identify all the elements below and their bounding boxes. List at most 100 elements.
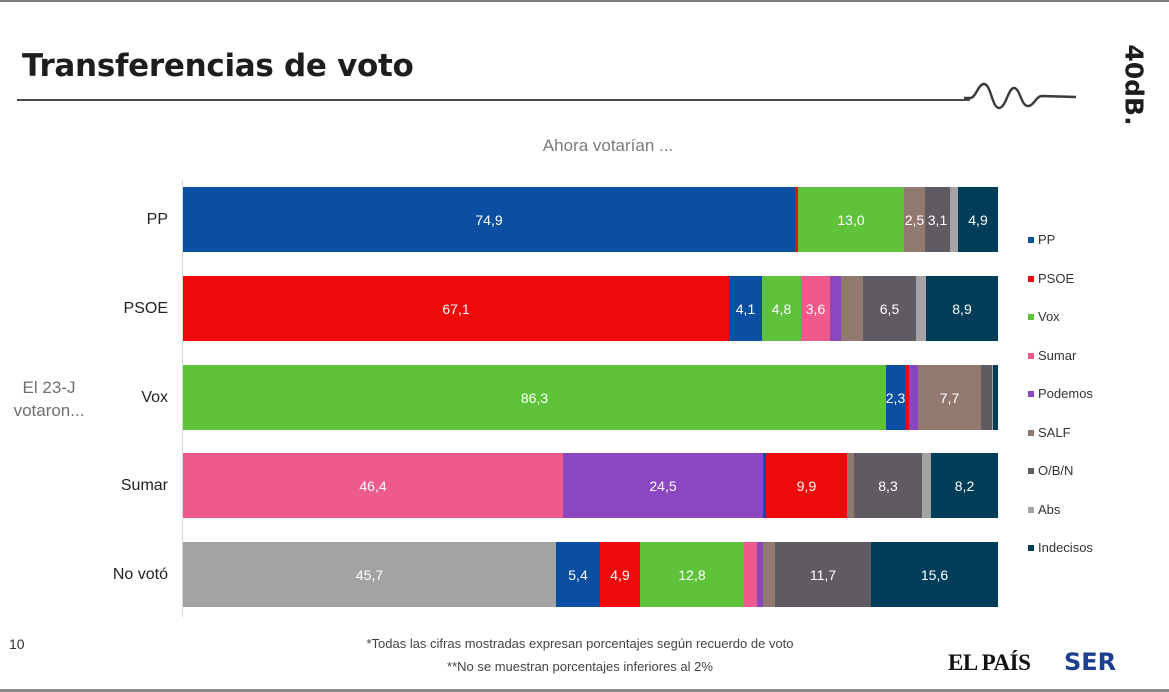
bar-segment-psoe-abs xyxy=(916,276,926,341)
category-label-no-vot: No votó xyxy=(112,566,168,583)
bar-segment-pp-salf: 2,5 xyxy=(904,187,925,252)
data-label: 74,9 xyxy=(475,211,503,228)
data-label: 3,6 xyxy=(805,300,826,317)
data-label: 7,7 xyxy=(939,389,960,406)
legend-swatch xyxy=(1028,352,1034,359)
legend-label: PSOE xyxy=(1038,271,1075,286)
legend-item-o-b-n: O/B/N xyxy=(1028,463,1073,478)
data-label: 4,1 xyxy=(735,300,756,317)
legend-item-psoe: PSOE xyxy=(1028,271,1074,286)
legend-label: Abs xyxy=(1038,502,1061,517)
title-divider xyxy=(17,99,970,101)
category-label-sumar: Sumar xyxy=(120,477,168,494)
category-label-pp: PP xyxy=(146,211,168,228)
legend-label: Sumar xyxy=(1038,348,1077,363)
bar-segment-no-vot-vox: 12,8 xyxy=(640,542,744,607)
legend-label: Vox xyxy=(1038,309,1060,324)
bar-segment-pp-o-b-n: 3,1 xyxy=(925,187,950,252)
bar-segment-vox-vox: 86,3 xyxy=(183,365,886,430)
y-axis-title: El 23-J votaron... xyxy=(4,376,94,422)
bar-segment-sumar-indecisos: 8,2 xyxy=(931,453,998,518)
legend-label: SALF xyxy=(1038,425,1071,440)
bar-segment-no-vot-podemos xyxy=(757,542,763,607)
bar-segment-no-vot-indecisos: 15,6 xyxy=(871,542,998,607)
legend-swatch xyxy=(1028,390,1034,397)
legend-swatch xyxy=(1028,313,1034,320)
bar-segment-psoe-vox: 4,8 xyxy=(762,276,801,341)
category-label-vox: Vox xyxy=(141,389,168,406)
bar-segment-psoe-podemos xyxy=(830,276,841,341)
data-label: 4,9 xyxy=(968,211,988,228)
bar-segment-no-vot-o-b-n: 11,7 xyxy=(775,542,871,607)
bar-segment-sumar-abs xyxy=(922,453,931,518)
category-axis-line xyxy=(182,180,183,617)
bar-segment-vox-salf: 7,7 xyxy=(918,365,981,430)
data-label: 9,9 xyxy=(796,477,817,494)
bar-row-psoe: 67,1 4,1 4,8 3,6 6,5 8,9 xyxy=(183,276,998,341)
data-label: 8,9 xyxy=(952,300,972,317)
data-label: 13,0 xyxy=(837,211,865,228)
legend-label: PP xyxy=(1038,232,1056,247)
bar-segment-sumar-podemos: 24,5 xyxy=(563,453,763,518)
bar-segment-pp-indecisos: 4,9 xyxy=(958,187,998,252)
legend-swatch xyxy=(1028,236,1034,243)
bar-segment-psoe-salf xyxy=(841,276,863,341)
ser-logo: SER xyxy=(1064,648,1117,676)
legend-item-abs: Abs xyxy=(1028,502,1060,517)
bar-segment-vox-psoe xyxy=(905,365,909,430)
legend-label: O/B/N xyxy=(1038,463,1074,478)
data-label: 12,8 xyxy=(678,566,706,583)
chart-subtitle: Ahora votarían ... xyxy=(542,136,674,155)
bottom-border xyxy=(0,689,1169,692)
data-label: 11,7 xyxy=(809,566,837,583)
bar-segment-vox-podemos xyxy=(909,365,918,430)
bar-segment-psoe-psoe: 67,1 xyxy=(183,276,729,341)
data-label: 4,9 xyxy=(610,566,630,583)
bar-segment-vox-o-b-n xyxy=(981,365,992,430)
data-label: 86,3 xyxy=(520,389,549,406)
data-label: 45,7 xyxy=(355,566,384,583)
data-label: 6,5 xyxy=(879,300,900,317)
data-label: 2,5 xyxy=(904,211,925,228)
footnote-1: *Todas las cifras mostradas expresan por… xyxy=(366,636,794,651)
bar-segment-pp-abs xyxy=(950,187,958,252)
category-label-psoe: PSOE xyxy=(123,300,168,317)
legend-item-salf: SALF xyxy=(1028,425,1071,440)
bar-segment-psoe-o-b-n: 6,5 xyxy=(863,276,916,341)
legend-swatch xyxy=(1028,506,1034,513)
legend-label: Indecisos xyxy=(1038,540,1093,555)
bar-segment-pp-psoe xyxy=(795,187,798,252)
bar-segment-pp-vox: 13,0 xyxy=(798,187,904,252)
legend-swatch xyxy=(1028,467,1034,474)
y-axis-title-line1: El 23-J xyxy=(22,378,76,397)
bar-segment-sumar-sumar: 46,4 xyxy=(183,453,563,518)
data-label: 8,2 xyxy=(954,477,975,494)
data-label: 8,3 xyxy=(878,477,898,494)
bar-segment-no-vot-pp: 5,4 xyxy=(556,542,600,607)
legend-swatch xyxy=(1028,544,1034,551)
top-border xyxy=(0,0,1169,2)
bar-segment-psoe-indecisos: 8,9 xyxy=(926,276,998,341)
y-axis-title-line2: votaron... xyxy=(13,401,85,420)
bar-segment-pp-pp: 74,9 xyxy=(183,187,795,252)
bar-segment-sumar-pp xyxy=(763,453,766,518)
bar-segment-sumar-salf xyxy=(847,453,854,518)
bar-segment-psoe-pp: 4,1 xyxy=(729,276,762,341)
data-label: 24,5 xyxy=(649,477,677,494)
page-title: Transferencias de voto xyxy=(22,48,414,84)
data-label: 67,1 xyxy=(442,300,470,317)
legend-item-sumar: Sumar xyxy=(1028,348,1076,363)
footnote-2: **No se muestran porcentajes inferiores … xyxy=(447,659,713,674)
bar-segment-no-vot-salf xyxy=(763,542,775,607)
bar-segment-no-vot-psoe: 4,9 xyxy=(600,542,640,607)
page-number: 10 xyxy=(9,636,25,652)
bar-segment-psoe-sumar: 3,6 xyxy=(801,276,830,341)
data-label: 3,1 xyxy=(927,211,948,228)
bar-row-pp: 74,9 13,0 2,5 3,1 4,9 xyxy=(183,187,998,252)
data-label: 5,4 xyxy=(568,566,588,583)
legend-item-indecisos: Indecisos xyxy=(1028,540,1093,555)
legend-item-vox: Vox xyxy=(1028,309,1060,324)
brand-logo-text: 40dB. xyxy=(1119,44,1149,126)
bar-segment-no-vot-abs: 45,7 xyxy=(183,542,556,607)
bar-row-no-vot: 45,7 5,4 4,9 12,8 11,7 15,6 xyxy=(183,542,998,607)
